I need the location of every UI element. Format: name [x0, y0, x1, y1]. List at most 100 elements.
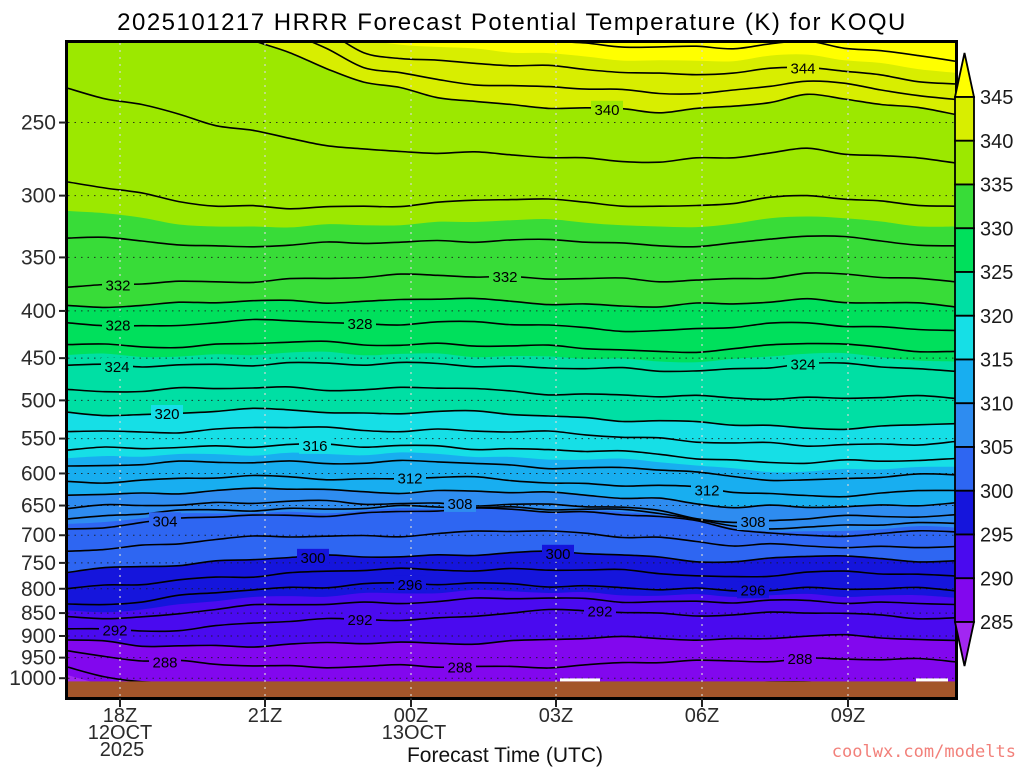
colorbar-segment	[954, 358, 975, 405]
contour-line-342	[312, 43, 955, 101]
colorbar-segment	[954, 489, 975, 536]
contour-label-bg	[149, 512, 181, 530]
colorbar-label: 320	[980, 306, 1013, 328]
contour-label-bg	[101, 357, 133, 375]
contour-line-336	[68, 181, 955, 210]
contour-label-bg	[149, 653, 181, 671]
contour-line-306	[68, 504, 955, 530]
colorbar-segment	[954, 139, 975, 186]
contour-label: 288	[787, 651, 812, 668]
watermark-link[interactable]: coolwx.com/modelts	[832, 742, 1016, 762]
y-tick-label: 500	[21, 389, 56, 412]
contour-line-318	[68, 426, 955, 448]
contour-label-bg	[591, 100, 623, 118]
y-tick-label: 800	[21, 578, 56, 601]
contour-label-bg	[691, 481, 723, 499]
contour-label: 292	[587, 604, 612, 621]
contour-label: 344	[790, 60, 815, 77]
contour-label: 296	[740, 582, 765, 599]
y-tick-label: 950	[21, 647, 56, 670]
colorbar-segment	[954, 533, 975, 580]
colorbar-label: 305	[980, 437, 1013, 459]
contour-line-316	[68, 443, 955, 465]
x-tick-label: 09Z	[831, 705, 865, 727]
y-tick-label: 650	[21, 495, 56, 518]
contour-label: 340	[594, 102, 619, 119]
contour-label: 308	[740, 514, 765, 531]
contour-label-bg	[102, 316, 134, 334]
colorbar-segment	[954, 446, 975, 492]
colorbar-segment	[954, 271, 975, 317]
contour-line-334	[68, 235, 955, 248]
colorbar: 345 340 335 330 325 320 315 310 305 300 295 290 285	[953, 52, 1013, 667]
colorbar-label: 315	[980, 350, 1013, 372]
contour-label-bg	[444, 658, 476, 676]
contour-label-bg	[737, 581, 769, 599]
contour-label: 324	[104, 359, 129, 376]
contour-line-304	[68, 507, 955, 538]
fill-band-345	[68, 43, 955, 73]
colorbar-segment	[954, 183, 975, 230]
y-tick-label: 250	[21, 112, 56, 135]
contour-label-bg	[584, 602, 616, 620]
y-tick-label: 300	[21, 185, 56, 208]
x-tick-label: 00Z	[394, 705, 428, 727]
contour-line-330	[68, 297, 955, 309]
contour-line-312	[68, 474, 955, 498]
x-axis-title: Forecast Time (UTC)	[407, 744, 603, 767]
colorbar-label: 345	[980, 87, 1013, 109]
contour-label: 332	[492, 269, 517, 286]
y-tick-label: 350	[21, 246, 56, 269]
contour-line-328	[68, 318, 955, 333]
contour-line-308	[68, 499, 955, 524]
contour-label: 288	[152, 655, 177, 672]
contour-label: 324	[790, 356, 815, 373]
contour-label: 316	[302, 438, 327, 455]
contour-label-bg	[784, 649, 816, 667]
contour-label: 308	[447, 496, 472, 513]
contour-line-298	[68, 567, 955, 590]
contour-label: 332	[105, 278, 130, 295]
colorbar-label: 300	[980, 481, 1013, 503]
contour-label: 296	[397, 577, 422, 594]
x-tick-label: 21Z	[248, 705, 282, 727]
y-tick-label: 400	[21, 300, 56, 323]
terrain-strip	[68, 681, 955, 697]
colorbar-segment	[954, 402, 975, 448]
x-tick-label: 18Z	[103, 705, 137, 727]
contour-label-bg	[787, 355, 819, 373]
contour-label-bg	[489, 267, 521, 285]
contour-line-296	[68, 581, 955, 606]
colorbar-bottom-triangle	[953, 621, 976, 667]
x-tick-label: 06Z	[685, 705, 719, 727]
contour-label-bg	[394, 469, 426, 487]
x-subtick-label: 12OCT	[88, 722, 152, 744]
contour-label: 328	[105, 317, 130, 334]
contour-line-290	[68, 633, 955, 648]
y-tick-label: 750	[21, 552, 56, 575]
contour-label: 300	[545, 546, 570, 563]
contour-line-314	[68, 459, 955, 482]
contour-label-bg	[99, 621, 131, 639]
surface-marker	[916, 678, 948, 682]
contour-label-bg	[394, 575, 426, 593]
plot-area: 344 340 332 332 328 328 324 324 320 316 312 312 308 3…	[68, 43, 955, 697]
y-tick-label: 850	[21, 602, 56, 625]
contour-line-310	[68, 487, 955, 509]
y-tick-label: 600	[21, 462, 56, 485]
y-tick-label: 1000	[9, 667, 56, 690]
x-subtick-label: 2025	[100, 739, 145, 761]
contour-label-bg	[297, 548, 329, 566]
contour-label: 312	[694, 482, 719, 499]
colorbar-label: 285	[980, 612, 1013, 634]
chart-title: 2025101217 HRRR Forecast Potential Tempe…	[117, 9, 907, 36]
contour-label-bg	[102, 276, 134, 294]
colorbar-segment	[954, 577, 975, 623]
surface-marker	[560, 678, 600, 682]
contour-label-bg	[344, 611, 376, 629]
y-tick-label: 550	[21, 428, 56, 451]
contour-label-bg	[151, 405, 183, 423]
contour-label: 312	[397, 470, 422, 487]
